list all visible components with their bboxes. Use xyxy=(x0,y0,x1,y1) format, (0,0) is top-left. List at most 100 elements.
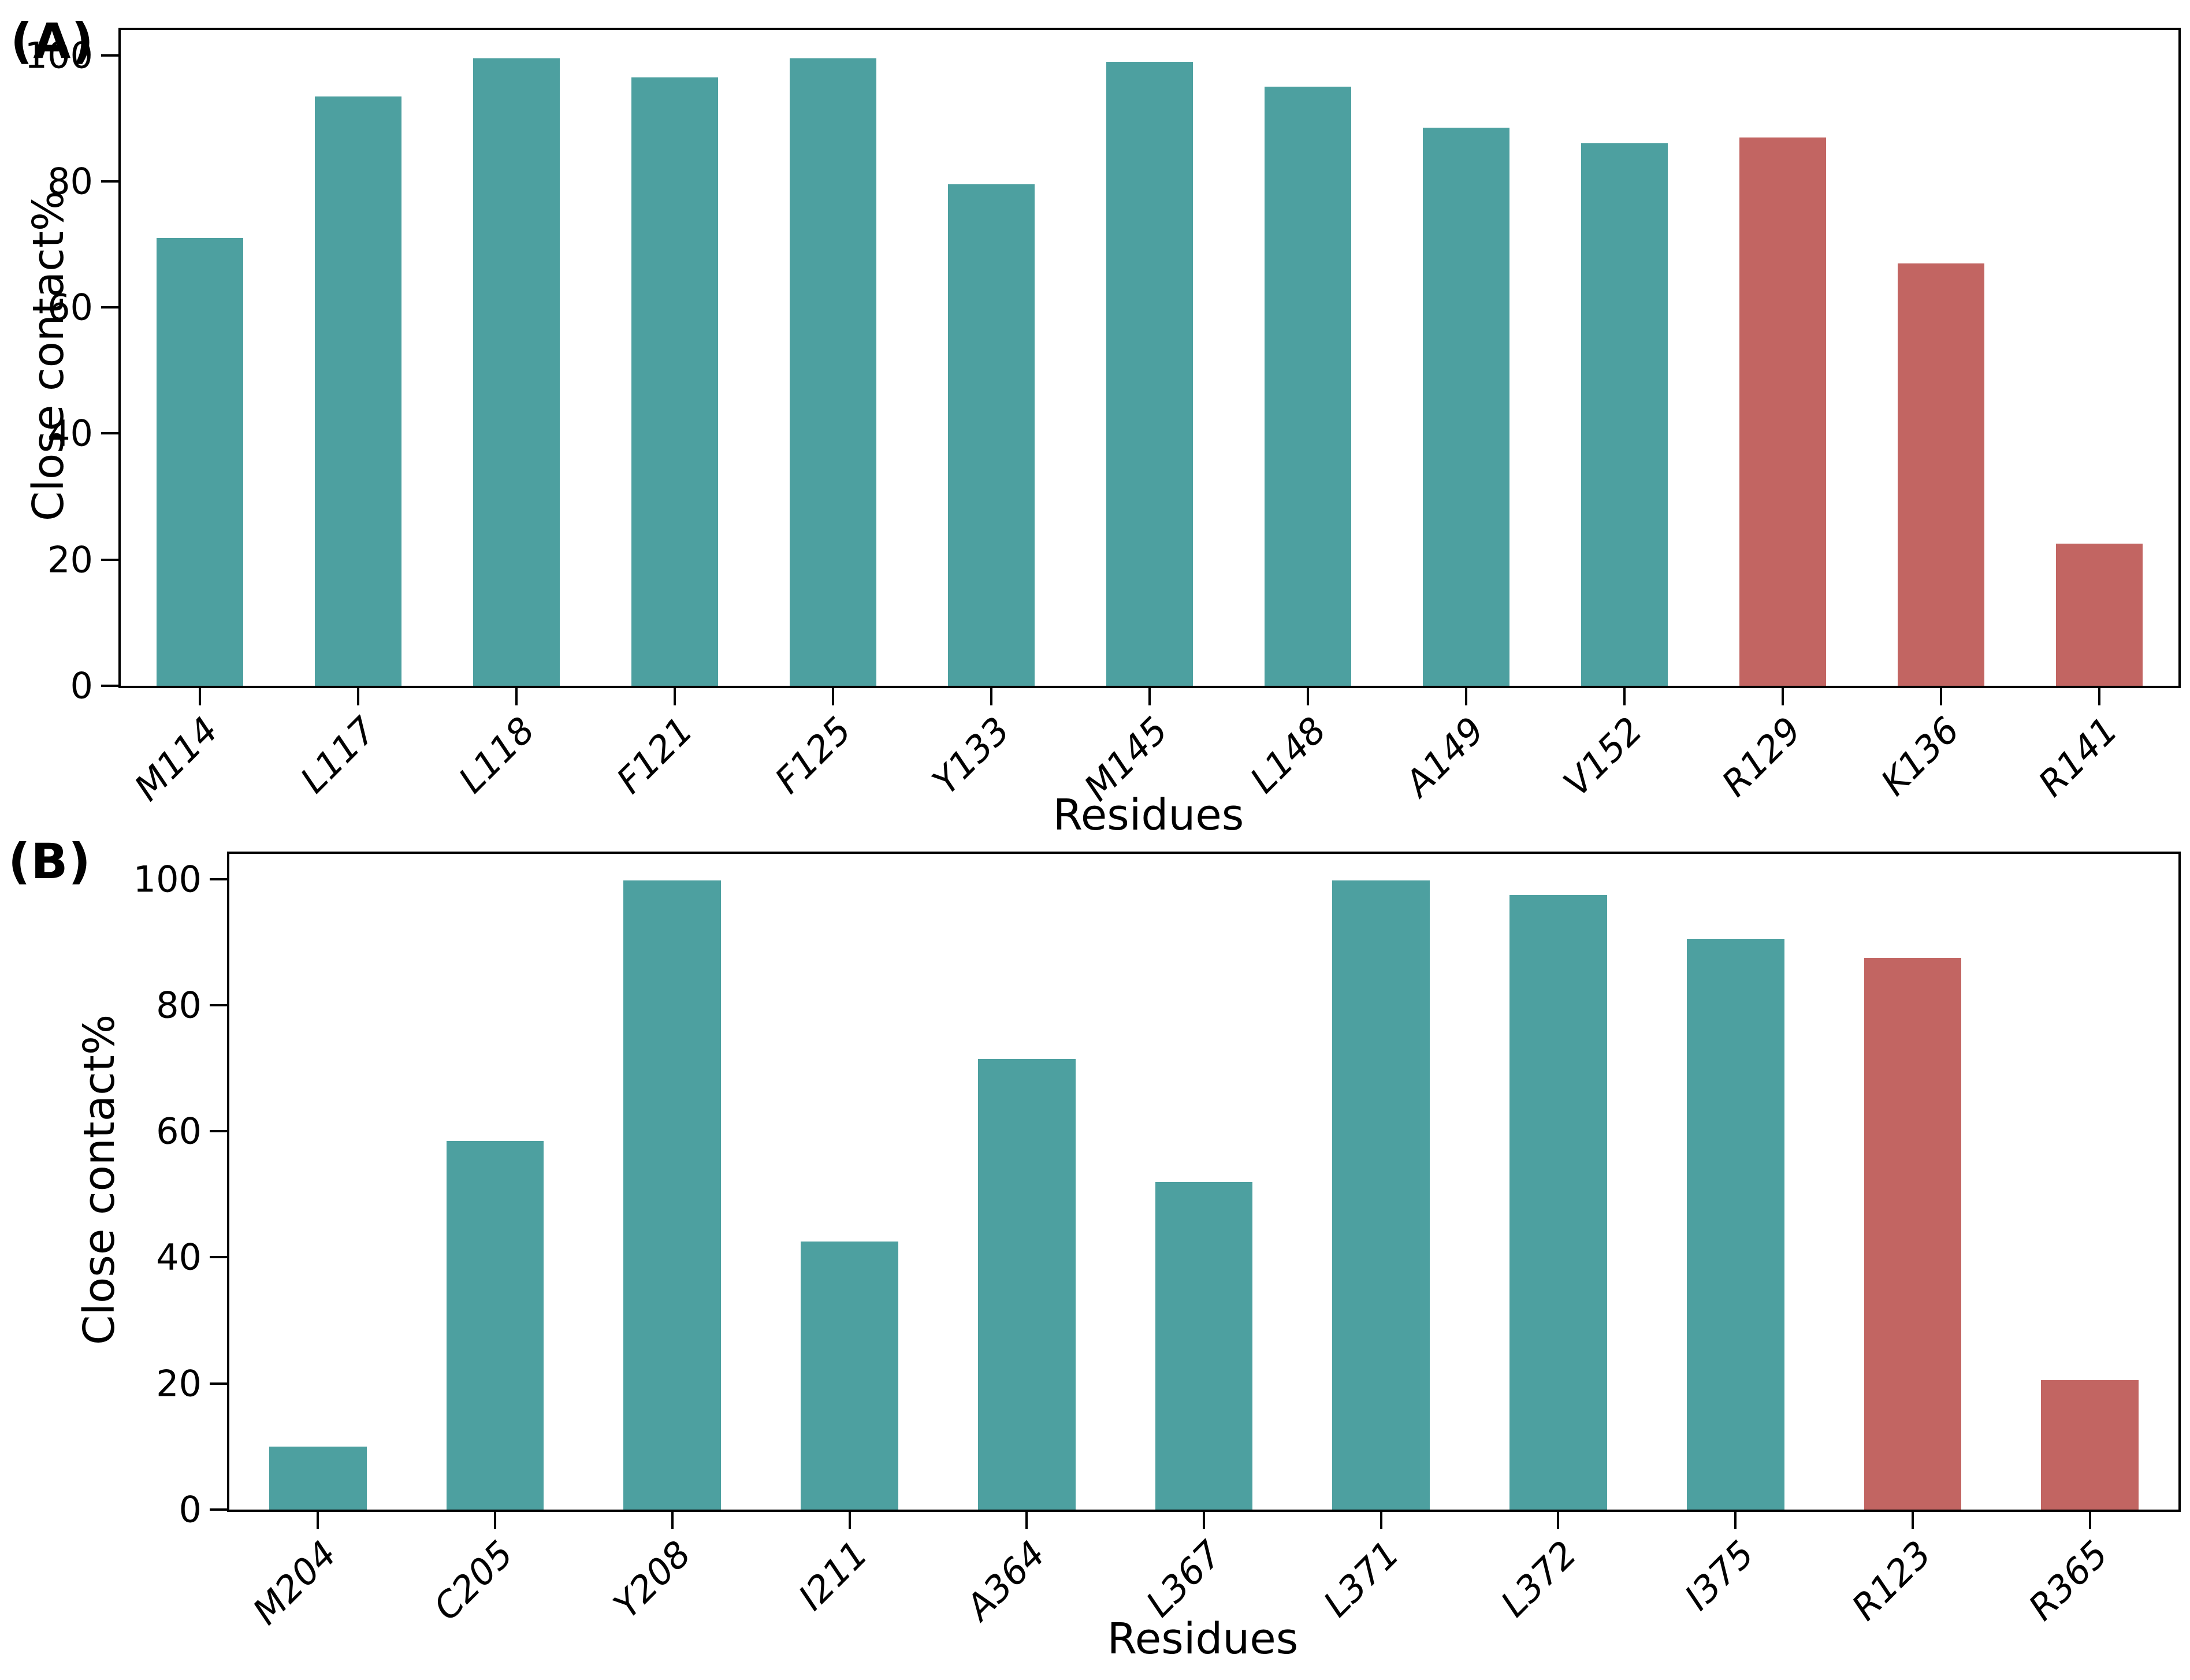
y-tick-0 xyxy=(101,685,118,687)
x-tick-label-C205: C205 xyxy=(425,1533,522,1629)
bar-L117 xyxy=(314,96,402,686)
x-tick-label-M114: M114 xyxy=(126,709,226,809)
x-tick-Y133 xyxy=(990,686,992,705)
bar-R141 xyxy=(2055,544,2143,686)
x-tick-label-L148: L148 xyxy=(1241,709,1334,801)
x-tick-label-R129: R129 xyxy=(1713,709,1809,805)
y-tick-0 xyxy=(210,1508,227,1511)
x-tick-label-I375: I375 xyxy=(1676,1533,1762,1619)
x-tick-F121 xyxy=(674,686,676,705)
x-tick-V152 xyxy=(1623,686,1626,705)
x-tick-A149 xyxy=(1465,686,1467,705)
bar-L148 xyxy=(1264,87,1352,686)
y-tick-100 xyxy=(101,54,118,57)
y-tick-label-0: 0 xyxy=(70,664,93,707)
y-tick-100 xyxy=(210,878,227,880)
x-tick-label-K136: K136 xyxy=(1872,709,1968,804)
y-tick-label-100: 100 xyxy=(24,34,93,77)
bar-M114 xyxy=(156,238,244,686)
bar-L371 xyxy=(1332,880,1430,1510)
bar-A364 xyxy=(977,1058,1076,1510)
bar-L372 xyxy=(1509,894,1607,1510)
y-tick-40 xyxy=(210,1256,227,1259)
y-tick-80 xyxy=(210,1003,227,1006)
x-tick-label-F125: F125 xyxy=(767,709,860,802)
bar-F121 xyxy=(631,77,719,686)
bar-F125 xyxy=(789,58,877,686)
bar-R365 xyxy=(2041,1380,2139,1510)
bar-L367 xyxy=(1155,1181,1253,1510)
y-tick-label-80: 80 xyxy=(156,984,202,1027)
x-tick-label-L118: L118 xyxy=(450,709,543,801)
x-tick-M114 xyxy=(199,686,201,705)
y-tick-label-40: 40 xyxy=(47,412,93,455)
x-tick-L367 xyxy=(1203,1510,1205,1529)
y-tick-label-100: 100 xyxy=(133,858,202,901)
panel-b-plot-area: 0 20 40 60 80 100 M204 C205 Y208 I211 A364 L367 L371… xyxy=(133,852,2181,1633)
x-tick-label-R141: R141 xyxy=(2029,709,2126,805)
x-tick-label-Y133: Y133 xyxy=(924,709,1018,803)
bar-I211 xyxy=(801,1242,898,1510)
x-tick-A364 xyxy=(1025,1510,1028,1529)
y-tick-label-40: 40 xyxy=(156,1236,202,1278)
x-tick-L117 xyxy=(357,686,359,705)
panel-b-y-axis-label: Close contact% xyxy=(75,1014,124,1346)
y-tick-60 xyxy=(101,306,118,309)
y-tick-label-60: 60 xyxy=(47,286,93,329)
x-tick-Y208 xyxy=(671,1510,674,1529)
x-tick-R129 xyxy=(1782,686,1784,705)
bar-M145 xyxy=(1106,61,1193,686)
y-tick-label-0: 0 xyxy=(179,1488,202,1531)
panel-a-x-axis-label: Residues xyxy=(1053,790,1244,840)
x-tick-L118 xyxy=(515,686,518,705)
x-tick-label-M204: M204 xyxy=(244,1533,344,1633)
panel-a-y-axis-label: Close contact% xyxy=(24,190,73,522)
bar-R123 xyxy=(1864,958,1962,1510)
x-tick-L372 xyxy=(1557,1510,1560,1529)
x-tick-F125 xyxy=(832,686,834,705)
bar-Y208 xyxy=(623,880,722,1510)
x-tick-M204 xyxy=(317,1510,319,1529)
x-tick-label-V152: V152 xyxy=(1555,709,1651,805)
x-tick-I211 xyxy=(848,1510,851,1529)
x-tick-label-L372: L372 xyxy=(1492,1533,1585,1625)
x-tick-L148 xyxy=(1307,686,1309,705)
bar-A149 xyxy=(1422,128,1510,686)
y-tick-20 xyxy=(101,558,118,561)
x-tick-label-I211: I211 xyxy=(790,1533,876,1619)
x-tick-label-R123: R123 xyxy=(1843,1533,1939,1629)
bar-V152 xyxy=(1581,143,1668,686)
x-tick-R123 xyxy=(1911,1510,1914,1529)
x-tick-label-L371: L371 xyxy=(1315,1533,1408,1625)
y-tick-label-20: 20 xyxy=(47,538,93,581)
y-tick-80 xyxy=(101,180,118,183)
y-tick-60 xyxy=(210,1130,227,1133)
bar-R129 xyxy=(1739,137,1827,686)
bar-Y133 xyxy=(947,184,1035,686)
panel-a-label: (A) xyxy=(10,13,94,69)
x-tick-label-R365: R365 xyxy=(2020,1533,2117,1629)
x-tick-label-F121: F121 xyxy=(608,709,701,802)
x-tick-M145 xyxy=(1148,686,1151,705)
x-tick-C205 xyxy=(494,1510,497,1529)
y-tick-label-60: 60 xyxy=(156,1110,202,1153)
bar-K136 xyxy=(1897,263,1985,686)
panel-b-x-axis-label: Residues xyxy=(1107,1614,1299,1664)
x-tick-label-A149: A149 xyxy=(1397,709,1493,805)
panel-b-label: (B) xyxy=(8,833,91,890)
bar-L118 xyxy=(473,58,560,686)
y-tick-40 xyxy=(101,432,118,435)
bar-C205 xyxy=(446,1140,544,1510)
y-tick-label-80: 80 xyxy=(47,160,93,203)
x-tick-label-L117: L117 xyxy=(292,709,385,801)
x-tick-R141 xyxy=(2098,686,2100,705)
x-tick-K136 xyxy=(1940,686,1942,705)
x-tick-label-A364: A364 xyxy=(957,1533,1053,1629)
y-tick-label-20: 20 xyxy=(156,1362,202,1405)
x-tick-label-Y208: Y208 xyxy=(605,1533,699,1627)
bar-I375 xyxy=(1686,939,1784,1510)
panel-a-plot-area: 0 20 40 60 80 100 M114 L117 L118 F121 F125 Y133 M145… xyxy=(25,28,2181,809)
x-tick-I375 xyxy=(1734,1510,1737,1529)
bar-M204 xyxy=(269,1446,367,1510)
